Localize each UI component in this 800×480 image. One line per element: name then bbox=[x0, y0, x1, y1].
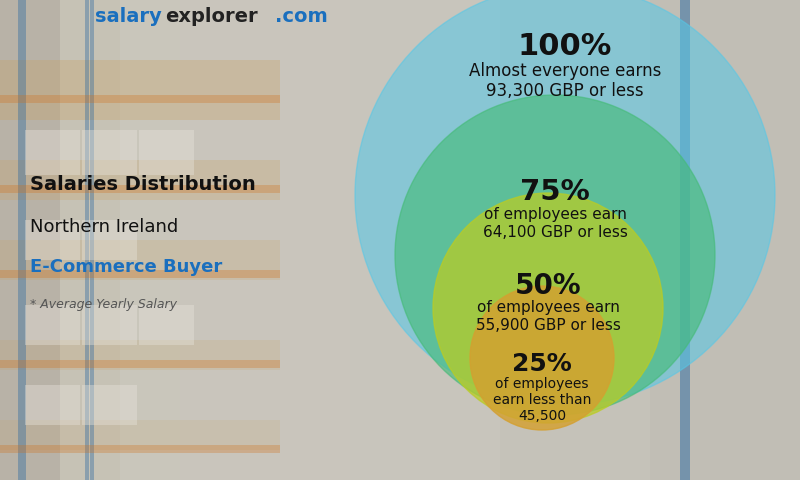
Text: of employees earn: of employees earn bbox=[483, 207, 626, 222]
Bar bbox=[82, 305, 137, 345]
Bar bbox=[82, 220, 137, 260]
Bar bbox=[500, 0, 650, 480]
Text: E-Commerce Buyer: E-Commerce Buyer bbox=[30, 258, 222, 276]
Bar bbox=[0, 0, 60, 480]
Bar bbox=[120, 0, 180, 480]
Bar bbox=[0, 360, 280, 368]
Bar bbox=[0, 95, 280, 103]
Bar bbox=[0, 185, 280, 193]
Text: 50%: 50% bbox=[514, 272, 582, 300]
Text: .com: .com bbox=[275, 7, 328, 26]
Text: salary: salary bbox=[95, 7, 162, 26]
Text: 64,100 GBP or less: 64,100 GBP or less bbox=[482, 225, 627, 240]
Bar bbox=[0, 240, 280, 280]
Bar bbox=[680, 0, 685, 480]
Bar bbox=[650, 0, 800, 480]
Text: 45,500: 45,500 bbox=[518, 409, 566, 423]
Bar bbox=[85, 0, 89, 480]
Bar bbox=[60, 0, 120, 480]
Circle shape bbox=[355, 0, 775, 405]
Bar bbox=[0, 420, 280, 450]
Bar bbox=[22, 0, 26, 480]
Bar bbox=[90, 0, 94, 480]
Text: * Average Yearly Salary: * Average Yearly Salary bbox=[30, 298, 177, 311]
Text: 25%: 25% bbox=[512, 352, 572, 376]
Text: 93,300 GBP or less: 93,300 GBP or less bbox=[486, 82, 644, 100]
Bar bbox=[25, 130, 80, 175]
Bar bbox=[0, 60, 280, 120]
Bar bbox=[180, 0, 350, 480]
Bar bbox=[0, 270, 280, 278]
Circle shape bbox=[433, 193, 663, 423]
Bar bbox=[25, 220, 80, 260]
Bar bbox=[18, 0, 22, 480]
Bar bbox=[0, 445, 280, 453]
Text: Salaries Distribution: Salaries Distribution bbox=[30, 175, 256, 194]
Bar bbox=[25, 305, 80, 345]
Text: explorer: explorer bbox=[165, 7, 258, 26]
Bar bbox=[350, 0, 500, 480]
Bar bbox=[685, 0, 690, 480]
Bar bbox=[82, 385, 137, 425]
Circle shape bbox=[470, 286, 614, 430]
Text: Almost everyone earns: Almost everyone earns bbox=[469, 62, 661, 80]
Text: earn less than: earn less than bbox=[493, 393, 591, 407]
Bar bbox=[139, 130, 194, 175]
Text: of employees earn: of employees earn bbox=[477, 300, 619, 315]
Circle shape bbox=[395, 95, 715, 415]
Bar bbox=[82, 130, 137, 175]
Text: of employees: of employees bbox=[495, 377, 589, 391]
Bar bbox=[0, 340, 280, 370]
Text: 100%: 100% bbox=[518, 32, 612, 61]
Bar bbox=[25, 385, 80, 425]
Text: Northern Ireland: Northern Ireland bbox=[30, 218, 178, 236]
Text: 55,900 GBP or less: 55,900 GBP or less bbox=[475, 318, 621, 333]
Bar bbox=[139, 305, 194, 345]
Bar bbox=[0, 160, 280, 200]
Text: 75%: 75% bbox=[520, 178, 590, 206]
